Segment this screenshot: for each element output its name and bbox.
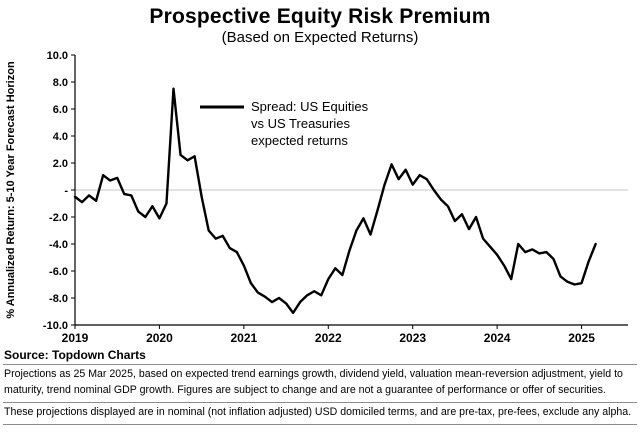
y-tick-label: 6.0 [53,104,68,116]
footnote-disclaimer-1: Projections as 25 Mar 2025, based on exp… [3,365,637,403]
footnotes-block: Projections as 25 Mar 2025, based on exp… [3,364,637,425]
legend-label: Spread: US Equities [251,99,369,114]
y-tick-label: - [64,185,68,197]
source-attribution: Source: Topdown Charts [4,348,146,362]
chart-area: 10.0 8.0 6.0 4.0 2.0- -2.0 -4.0 -6.0 -8.0 -10.0 20… [0,47,640,345]
x-tick-label: 2023 [399,331,426,345]
y-tick-label: 2.0 [53,158,68,170]
y-axis-title: % Annualized Return: 5-10 Year Forecast … [5,61,17,319]
y-tick-label: -8.0 [49,293,68,305]
legend-label: vs US Treasuries [251,116,350,131]
y-tick-label: -4.0 [49,239,68,251]
x-tick-label: 2021 [231,331,258,345]
x-tick-label: 2019 [62,331,89,345]
y-tick-label: 4.0 [53,131,68,143]
chart-title: Prospective Equity Risk Premium [149,5,491,28]
y-tick-label: -2.0 [49,212,68,224]
chart-subtitle: (Based on Expected Returns) [221,29,419,46]
legend-label: expected returns [251,133,348,148]
series-line-spread [73,87,597,315]
chart-canvas: 10.08.06.04.02.0--2.0-4.0-6.0-8.0-10.020… [5,50,628,345]
x-tick-label: 2020 [146,331,173,345]
x-tick-label: 2022 [315,331,342,345]
x-tick-label: 2025 [568,331,595,345]
x-tick-label: 2024 [484,331,511,345]
y-tick-label: -10.0 [43,320,68,332]
y-tick-label: -6.0 [49,266,68,278]
y-tick-label: 8.0 [53,77,68,89]
y-tick-label: 10.0 [47,50,68,62]
footnote-disclaimer-2: These projections displayed are in nomin… [3,403,637,425]
